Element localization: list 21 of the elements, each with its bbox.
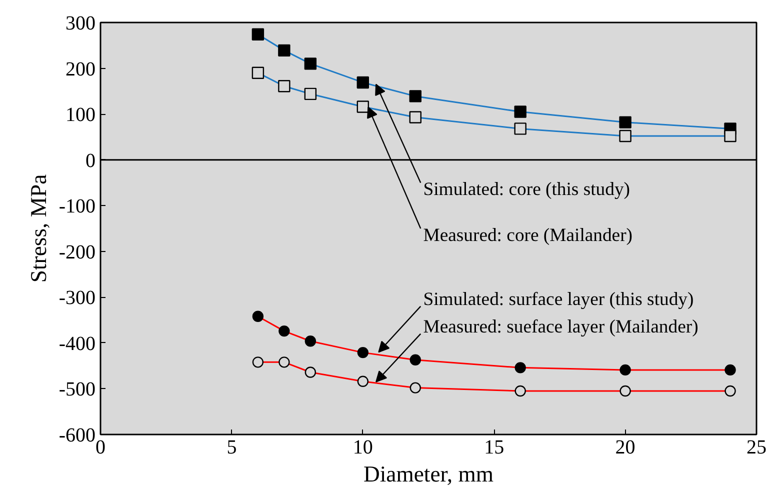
- y-tick-label: -100: [58, 196, 96, 218]
- annotation: Simulated: surface layer (this study): [423, 288, 694, 310]
- y-axis-title: Stress, MPa: [26, 174, 51, 283]
- annotation: Measured: core (Mailander): [423, 224, 633, 246]
- x-tick-label: 20: [615, 436, 636, 458]
- x-tick-label: 15: [484, 436, 504, 458]
- x-tick-label: 25: [746, 436, 766, 458]
- y-tick-label: 200: [66, 58, 96, 80]
- annotation: Measured: sueface layer (Mailander): [423, 316, 698, 338]
- y-tick-label: -500: [58, 378, 96, 401]
- y-tick-label: -200: [58, 241, 96, 264]
- x-axis-title: Diameter, mm: [364, 462, 494, 486]
- annotation: Simulated: core (this study): [423, 179, 630, 200]
- y-tick-label: 100: [66, 104, 96, 126]
- y-tick-label: -300: [58, 287, 96, 310]
- y-tick-label: -400: [58, 332, 96, 355]
- y-tick-label: -600: [58, 424, 96, 446]
- x-tick-label: 5: [226, 436, 237, 458]
- y-tick-label: 0: [86, 150, 96, 172]
- x-tick-label: 10: [352, 436, 373, 458]
- y-tick-label: 300: [66, 12, 96, 34]
